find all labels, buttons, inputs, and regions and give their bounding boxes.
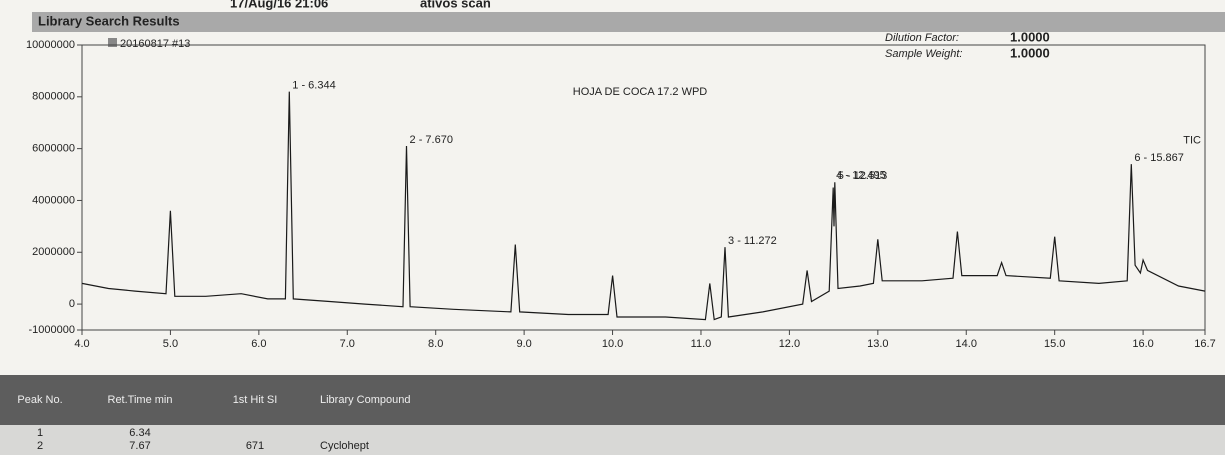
x-tick-label: 6.0 bbox=[251, 338, 266, 350]
peak-label: 5 - 12.513 bbox=[838, 170, 888, 182]
x-tick-label: 12.0 bbox=[779, 338, 800, 350]
y-tick-label: -1000000 bbox=[29, 324, 76, 336]
y-tick-label: 8000000 bbox=[32, 91, 75, 103]
table-column: 1st Hit SI bbox=[233, 394, 278, 406]
x-tick-label: 15.0 bbox=[1044, 338, 1065, 350]
report-date: 17/Aug/16 21:06 bbox=[230, 0, 328, 10]
table-body bbox=[0, 425, 1225, 455]
table-cell: 671 bbox=[246, 440, 264, 452]
table-cell: 6.34 bbox=[129, 427, 150, 439]
x-tick-label: 13.0 bbox=[867, 338, 888, 350]
table-cell: 1 bbox=[37, 427, 43, 439]
x-tick-label: 8.0 bbox=[428, 338, 443, 350]
table-cell: Cyclohept bbox=[320, 440, 369, 452]
x-tick-label: 5.0 bbox=[163, 338, 178, 350]
table-column: Ret.Time min bbox=[108, 394, 173, 406]
peak-label: 3 - 11.272 bbox=[728, 235, 777, 247]
info-value: 1.0000 bbox=[1010, 29, 1050, 44]
table-column: Library Compound bbox=[320, 394, 411, 406]
report-method: ativos scan bbox=[420, 0, 491, 10]
x-tick-label: 7.0 bbox=[340, 338, 355, 350]
section-title: Library Search Results bbox=[38, 13, 180, 28]
info-value: 1.0000 bbox=[1010, 45, 1050, 60]
y-tick-label: 10000000 bbox=[26, 39, 75, 51]
y-tick-label: 4000000 bbox=[32, 194, 75, 206]
info-label: Sample Weight: bbox=[885, 48, 962, 60]
x-tick-label: 16.0 bbox=[1132, 338, 1153, 350]
peak-label: 6 - 15.867 bbox=[1134, 152, 1184, 164]
y-tick-label: 2000000 bbox=[32, 246, 75, 258]
y-tick-label: 6000000 bbox=[32, 143, 75, 155]
x-tick-label: 11.0 bbox=[691, 338, 712, 350]
x-tick-label: 9.0 bbox=[516, 338, 531, 350]
x-tick-label: 10.0 bbox=[602, 338, 623, 350]
table-cell: 2 bbox=[37, 440, 43, 452]
table-cell: 7.67 bbox=[129, 440, 150, 452]
peak-label: 1 - 6.344 bbox=[292, 80, 335, 92]
report: 17/Aug/16 21:06 ativos scan Library Sear… bbox=[0, 0, 1225, 455]
table-header bbox=[0, 375, 1225, 425]
peak-label: 2 - 7.670 bbox=[410, 134, 453, 146]
sample-id: 20160817 #13 bbox=[120, 38, 190, 50]
chart-title: HOJA DE COCA 17.2 WPD bbox=[573, 86, 708, 98]
x-tick-label: 16.7 bbox=[1194, 338, 1215, 350]
x-tick-label: 14.0 bbox=[956, 338, 977, 350]
x-tick-label: 4.0 bbox=[74, 338, 89, 350]
sample-icon bbox=[108, 38, 117, 47]
table-column: Peak No. bbox=[17, 394, 62, 406]
info-label: Dilution Factor: bbox=[885, 32, 959, 44]
trace bbox=[82, 92, 1205, 320]
legend-label: TIC bbox=[1183, 135, 1201, 147]
y-tick-label: 0 bbox=[69, 298, 75, 310]
